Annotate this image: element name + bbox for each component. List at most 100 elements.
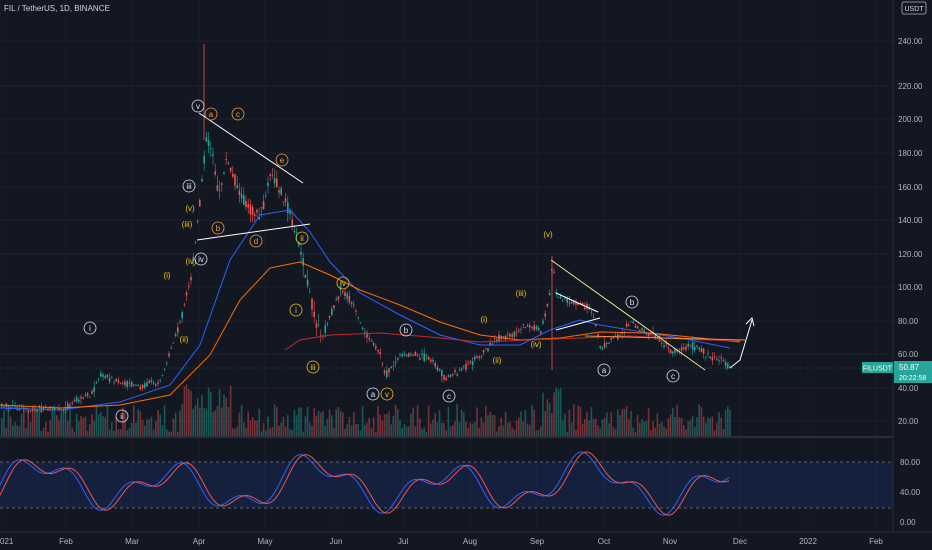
candle-body xyxy=(718,360,720,361)
chart-title: FIL / TetherUS, 1D, BINANCE xyxy=(4,4,110,13)
volume-bar xyxy=(289,428,291,436)
candle-body xyxy=(144,383,146,388)
volume-bar xyxy=(320,412,322,436)
candle-body xyxy=(722,360,725,361)
volume-bar xyxy=(438,409,441,436)
volume-bar xyxy=(603,417,606,436)
candle-body xyxy=(238,190,241,196)
volume-bar xyxy=(641,418,643,436)
volume-bar xyxy=(445,430,447,436)
volume-bar xyxy=(366,422,368,436)
volume-bar xyxy=(18,425,21,436)
candle-body xyxy=(172,342,175,344)
volume-bar xyxy=(680,418,683,436)
wave-label: ii xyxy=(300,234,304,243)
candle-body xyxy=(570,301,573,304)
candle-body xyxy=(669,349,672,354)
candle-body xyxy=(482,350,485,353)
wave-label: c xyxy=(236,110,240,119)
candle-body xyxy=(185,292,188,296)
volume-bar xyxy=(225,397,227,436)
volume-bar xyxy=(403,424,406,436)
candle-body xyxy=(436,367,439,371)
volume-bar xyxy=(135,422,137,436)
volume-bar xyxy=(313,408,315,436)
candle-body xyxy=(73,400,76,402)
volume-bar xyxy=(665,428,667,436)
candle-body xyxy=(619,335,621,337)
volume-bar xyxy=(183,386,186,436)
candle-body xyxy=(14,405,16,407)
volume-bar xyxy=(436,422,439,436)
ma-red-line xyxy=(284,332,741,351)
candle-body xyxy=(454,370,456,372)
volume-bar xyxy=(608,423,610,436)
oscillator-tick-label: 80.00 xyxy=(900,458,921,467)
wave-label: a xyxy=(371,390,376,399)
volume-bar xyxy=(141,419,144,436)
candle-body xyxy=(289,209,291,214)
volume-bar xyxy=(645,420,648,436)
volume-bar xyxy=(163,405,166,436)
price-axis[interactable] xyxy=(893,0,932,532)
candle-body xyxy=(113,381,115,383)
volume-bar xyxy=(691,415,694,436)
time-axis-label: Apr xyxy=(193,537,206,546)
volume-bar xyxy=(36,409,38,436)
volume-bar xyxy=(93,420,95,436)
candle-body xyxy=(364,332,366,334)
candle-body xyxy=(460,368,463,371)
wave-label: b xyxy=(404,326,409,335)
candle-body xyxy=(386,370,388,377)
candle-body xyxy=(447,375,450,377)
volume-bar xyxy=(185,384,188,436)
candle-body xyxy=(720,357,722,359)
wave-label: (v) xyxy=(185,204,195,213)
volume-bar xyxy=(306,406,309,436)
volume-bar xyxy=(126,430,128,436)
volume-bar xyxy=(58,420,60,436)
volume-bars xyxy=(1,384,731,436)
volume-bar xyxy=(639,423,641,436)
candle-body xyxy=(71,403,73,405)
volume-bar xyxy=(240,404,243,436)
candle-body xyxy=(507,334,509,335)
time-axis-label: 021 xyxy=(0,537,14,546)
candle-body xyxy=(170,347,172,349)
candle-body xyxy=(518,330,520,332)
volume-bar xyxy=(496,431,498,436)
candle-body xyxy=(139,387,142,390)
volume-bar xyxy=(632,427,634,436)
volume-bar xyxy=(251,416,254,436)
volume-bar xyxy=(311,426,313,436)
volume-bar xyxy=(1,417,3,436)
volume-bar xyxy=(390,424,392,436)
candle-body xyxy=(287,202,289,214)
wave-label: c xyxy=(671,372,675,381)
candle-body xyxy=(493,338,496,340)
price-tick-label: 20.00 xyxy=(898,417,919,426)
volume-bar xyxy=(309,422,311,436)
candle-body xyxy=(419,358,421,361)
candle-body xyxy=(100,373,102,377)
volume-bar xyxy=(300,407,302,436)
wedge-upper-line xyxy=(550,259,706,371)
volume-bar xyxy=(139,411,142,436)
volume-bar xyxy=(520,411,522,436)
volume-bar xyxy=(628,419,630,436)
volume-bar xyxy=(480,417,483,436)
candle-body xyxy=(20,406,23,407)
volume-bar xyxy=(254,420,256,436)
volume-bar xyxy=(86,431,89,436)
candle-body xyxy=(412,354,414,356)
volume-bar xyxy=(432,419,434,436)
candle-body xyxy=(700,348,703,352)
wave-label: (ii) xyxy=(493,356,502,365)
currency-badge[interactable] xyxy=(901,1,927,15)
candle-body xyxy=(350,302,353,304)
volume-bar xyxy=(89,424,91,436)
volume-bar xyxy=(232,427,234,436)
time-axis[interactable] xyxy=(0,532,932,550)
volume-bar xyxy=(702,416,705,436)
